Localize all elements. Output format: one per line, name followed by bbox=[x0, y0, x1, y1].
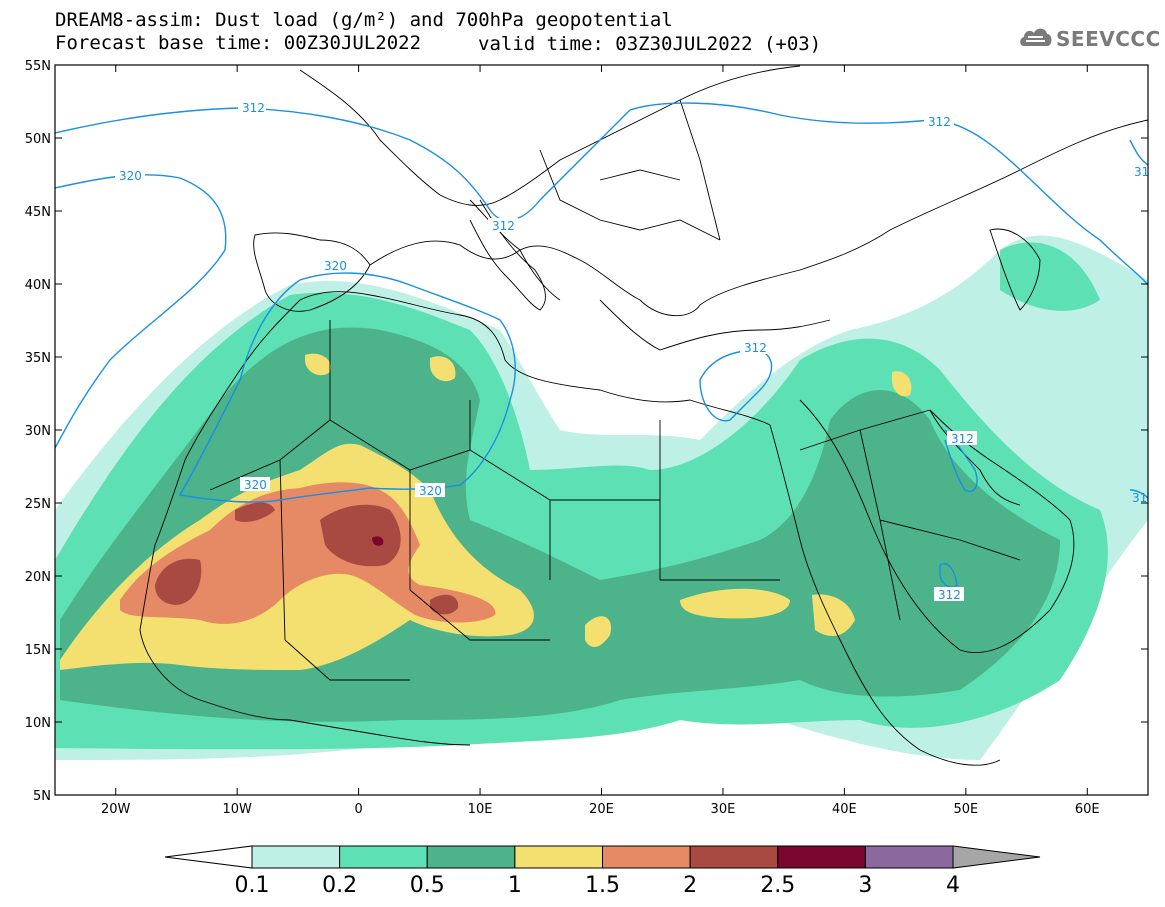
lon-tick-label: 20W bbox=[101, 802, 131, 817]
longitude-axis: 20W 10W 0 10E 20E 30E 40E 50E 60E bbox=[101, 65, 1100, 817]
lat-tick-label: 35N bbox=[25, 351, 51, 366]
contour-label: 31 bbox=[1132, 491, 1147, 505]
lat-tick-label: 30N bbox=[25, 424, 51, 439]
contour-label: 312 bbox=[744, 341, 767, 355]
geopotential-contours bbox=[55, 102, 1148, 588]
contour-label: 320 bbox=[119, 169, 142, 183]
map-title: DREAM8-assim: Dust load (g/m²) and 700hP… bbox=[55, 9, 673, 31]
coastlines bbox=[139, 65, 1148, 766]
dust-field bbox=[55, 65, 1148, 795]
lat-tick-label: 50N bbox=[25, 132, 51, 147]
dust-level-2-5 bbox=[372, 536, 384, 546]
colorbar-segment bbox=[426, 845, 516, 869]
lon-tick-label: 60E bbox=[1075, 802, 1100, 817]
latitude-axis: 55N 50N 45N 40N 35N 30N 25N 20N 15N 10N 5N bbox=[25, 59, 1148, 804]
lon-tick-label: 10W bbox=[222, 802, 252, 817]
lat-tick-label: 5N bbox=[33, 789, 51, 804]
contour-label: 312 bbox=[938, 588, 961, 602]
cloud-icon bbox=[1020, 28, 1052, 46]
colorbar-segment bbox=[952, 845, 1041, 869]
colorbar-segment bbox=[251, 845, 341, 869]
colorbar-label: 1 bbox=[508, 873, 522, 898]
lat-tick-label: 40N bbox=[25, 278, 51, 293]
colorbar-segment bbox=[514, 845, 603, 869]
contour-label: 312 bbox=[928, 115, 951, 129]
contour-label: 320 bbox=[419, 484, 442, 498]
contour-label: 312 bbox=[242, 101, 265, 115]
lat-tick-label: 45N bbox=[25, 205, 51, 220]
colorbar-label: 0.1 bbox=[235, 873, 270, 898]
contour-label: 312 bbox=[951, 432, 974, 446]
colorbar-segment bbox=[339, 845, 428, 869]
colorbar-label: 3 bbox=[858, 873, 872, 898]
colorbar-label: 2.5 bbox=[760, 873, 795, 898]
seevccc-logo: SEEVCCC bbox=[1018, 24, 1161, 56]
contour-label: 320 bbox=[244, 478, 267, 492]
colorbar-label: 0.5 bbox=[410, 873, 445, 898]
colorbar-segment bbox=[777, 845, 866, 869]
lat-tick-label: 15N bbox=[25, 643, 51, 658]
lat-tick-label: 20N bbox=[25, 570, 51, 585]
lon-tick-label: 50E bbox=[953, 802, 978, 817]
colorbar-segment bbox=[864, 845, 954, 869]
logo-text: SEEVCCC bbox=[1056, 27, 1161, 51]
colorbar-label: 0.2 bbox=[322, 873, 357, 898]
lon-tick-label: 20E bbox=[589, 802, 614, 817]
contour-label: 312 bbox=[492, 219, 515, 233]
lat-tick-label: 25N bbox=[25, 497, 51, 512]
lon-tick-label: 30E bbox=[711, 802, 736, 817]
dust-level-1-5 bbox=[120, 482, 496, 624]
colorbar-segment bbox=[164, 845, 253, 869]
lat-tick-label: 55N bbox=[25, 59, 51, 74]
contour-label: 320 bbox=[324, 259, 347, 273]
colorbar-segment bbox=[602, 845, 691, 869]
colorbar-label: 1.5 bbox=[585, 873, 620, 898]
lat-tick-label: 10N bbox=[25, 716, 51, 731]
lon-tick-label: 40E bbox=[832, 802, 857, 817]
lon-tick-label: 10E bbox=[468, 802, 493, 817]
valid-time: valid time: 03Z30JUL2022 (+03) bbox=[478, 33, 822, 55]
colorbar-segment bbox=[689, 845, 779, 869]
forecast-base-time: Forecast base time: 00Z30JUL2022 bbox=[55, 32, 422, 54]
colorbar-label: 4 bbox=[946, 873, 960, 898]
colorbar: 0.1 0.2 0.5 1 1.5 2 2.5 3 4 bbox=[164, 845, 1041, 898]
contour-label: 31 bbox=[1134, 165, 1149, 179]
contour-labels: 312 320 320 312 312 320 320 312 312 312 … bbox=[115, 100, 1149, 602]
colorbar-label: 2 bbox=[683, 873, 697, 898]
lon-tick-label: 0 bbox=[354, 802, 362, 817]
dust-level-2 bbox=[155, 502, 459, 615]
